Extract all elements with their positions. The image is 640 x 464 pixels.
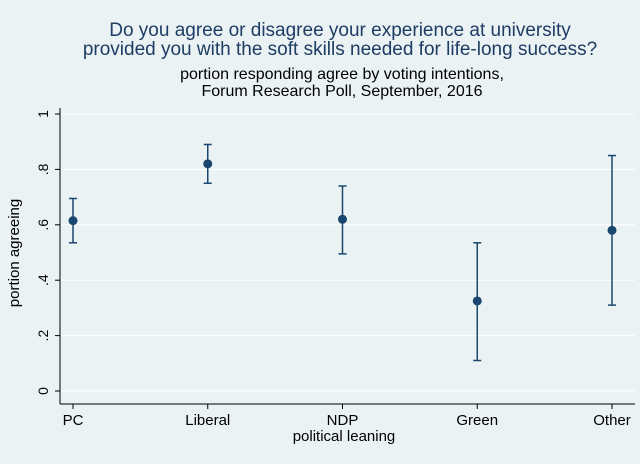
y-tick-label: .2 (35, 330, 51, 342)
x-axis-title: political leaning (293, 428, 396, 445)
y-tick-label: .8 (35, 163, 51, 175)
point-green (472, 296, 482, 306)
y-tick-label: 0 (35, 387, 51, 395)
x-tick-label-green: Green (456, 412, 498, 429)
y-axis-title: portion agreeing (6, 199, 23, 307)
point-ndp (338, 214, 347, 224)
y-tick-label: .6 (35, 219, 51, 231)
chart-subtitle-line-2: Forum Research Poll, September, 2016 (201, 83, 482, 100)
x-tick-label-other: Other (593, 412, 631, 429)
y-tick-label: 1 (35, 110, 51, 118)
y-tick-label: .4 (35, 274, 51, 286)
chart-title-line-1: Do you agree or disagree your experience… (109, 20, 571, 41)
x-tick-label-liberal: Liberal (185, 412, 230, 429)
point-other (607, 225, 617, 235)
x-tick-label-ndp: NDP (327, 412, 359, 429)
grid-lines (60, 113, 635, 392)
x-tick-label-pc: PC (63, 412, 84, 429)
chart-title-line-2: provided you with the soft skills needed… (83, 39, 597, 60)
point-pc (68, 216, 78, 226)
data-marks (68, 143, 617, 362)
chart-subtitle-line-1: portion responding agree by voting inten… (180, 66, 504, 83)
point-liberal (203, 159, 213, 169)
axes: 0 .2 .4 .6 .8 1 PC Liberal NDP Green Other (35, 108, 635, 429)
